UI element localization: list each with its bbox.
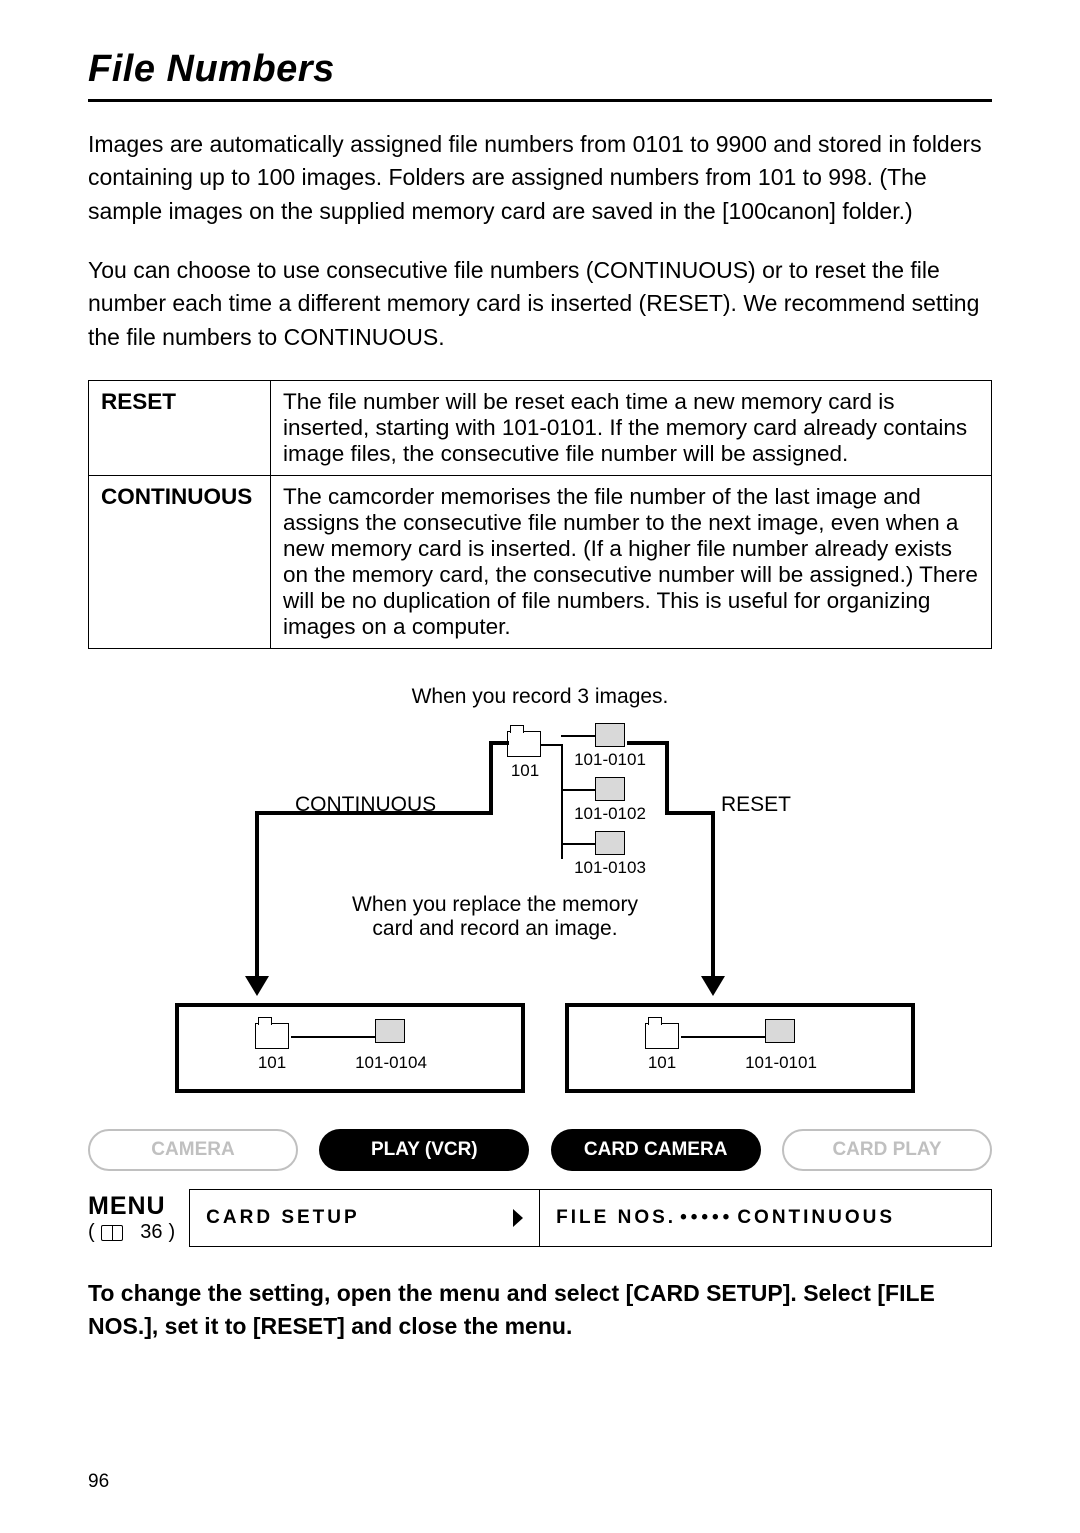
pill-play-vcr: PLAY (VCR) [319, 1129, 529, 1171]
table-row: RESET The file number will be reset each… [89, 381, 992, 476]
page-title: File Numbers [88, 48, 992, 102]
file-label: 101-0101 [565, 750, 655, 770]
pill-card-camera: CARD CAMERA [551, 1129, 761, 1171]
book-icon [101, 1225, 123, 1241]
reset-label: RESET [721, 793, 791, 817]
triangle-right-icon [513, 1209, 523, 1227]
folder-icon [645, 1023, 679, 1049]
intro-paragraph-2: You can choose to use consecutive file n… [88, 254, 992, 354]
menu-box: CARD SETUP FILE NOS. ••••• CONTINUOUS [189, 1189, 992, 1247]
mode-desc-reset: The file number will be reset each time … [271, 381, 992, 476]
folder-label: 101 [642, 1053, 682, 1073]
file-number-diagram: 101 101-0101 101-0102 101-0103 CONTINUOU… [165, 723, 915, 1103]
file-icon [595, 777, 625, 801]
menu-dots: ••••• [680, 1207, 733, 1229]
modes-table: RESET The file number will be reset each… [88, 380, 992, 649]
menu-seg-continuous: CONTINUOUS [737, 1207, 895, 1229]
folder-icon [255, 1023, 289, 1049]
instruction-text: To change the setting, open the menu and… [88, 1277, 992, 1344]
folder-label: 101 [505, 761, 545, 781]
mode-pill-row: CAMERA PLAY (VCR) CARD CAMERA CARD PLAY [88, 1129, 992, 1171]
mode-desc-continuous: The camcorder memorises the file number … [271, 476, 992, 649]
mode-label-continuous: CONTINUOUS [89, 476, 271, 649]
menu-row: MENU ( 36) CARD SETUP FILE NOS. ••••• CO… [88, 1189, 992, 1247]
page-number: 96 [88, 1471, 109, 1493]
diagram-caption: When you record 3 images. [165, 685, 915, 709]
menu-seg-file-nos: FILE NOS. [556, 1207, 676, 1229]
pill-camera: CAMERA [88, 1129, 298, 1171]
file-icon [375, 1019, 405, 1043]
mode-label-reset: RESET [89, 381, 271, 476]
file-icon [595, 723, 625, 747]
file-label: 101-0103 [565, 858, 655, 878]
arrow-down-icon [245, 976, 269, 996]
pill-card-play: CARD PLAY [782, 1129, 992, 1171]
file-label: 101-0104 [343, 1053, 439, 1073]
menu-title: MENU [88, 1192, 175, 1221]
table-row: CONTINUOUS The camcorder memorises the f… [89, 476, 992, 649]
file-icon [765, 1019, 795, 1043]
menu-reference: ( 36) [88, 1221, 175, 1244]
diagram-mid-text: When you replace the memory card and rec… [315, 893, 675, 941]
folder-icon [507, 731, 541, 757]
intro-paragraph-1: Images are automatically assigned file n… [88, 128, 992, 228]
folder-label: 101 [252, 1053, 292, 1073]
menu-seg-card-setup: CARD SETUP [206, 1207, 360, 1229]
file-label: 101-0102 [565, 804, 655, 824]
file-icon [595, 831, 625, 855]
file-label: 101-0101 [733, 1053, 829, 1073]
arrow-down-icon [701, 976, 725, 996]
